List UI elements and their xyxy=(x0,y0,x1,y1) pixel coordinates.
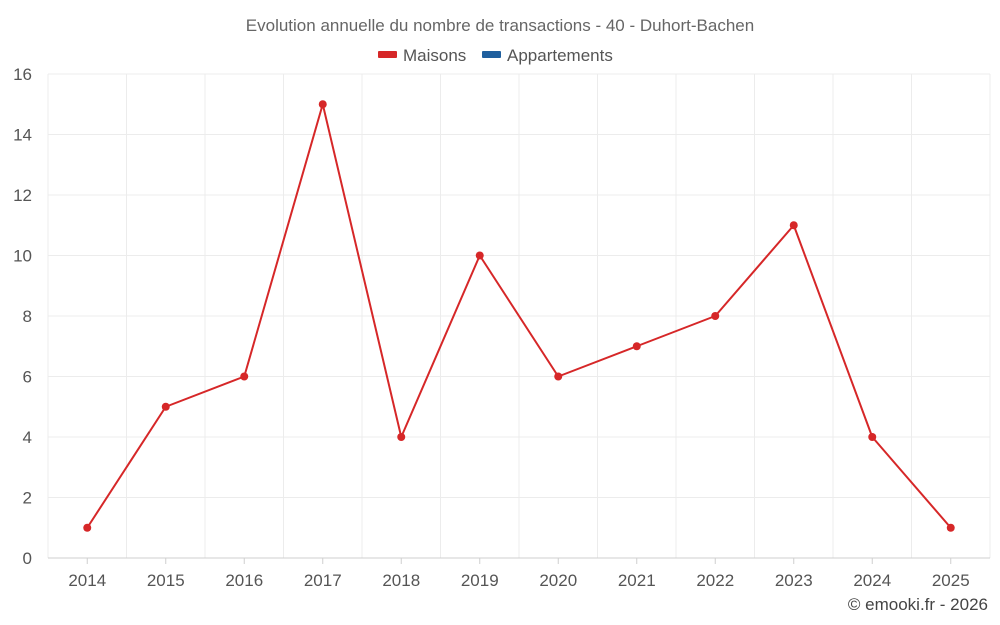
y-tick-label: 16 xyxy=(13,65,32,84)
y-tick-label: 14 xyxy=(13,126,32,145)
legend-item-appartements[interactable]: Appartements xyxy=(482,46,613,65)
data-point-maisons[interactable] xyxy=(475,251,484,260)
y-tick-label: 8 xyxy=(23,307,32,326)
legend-swatch-maisons xyxy=(378,51,397,58)
axes: 0 2 4 6 8 10 12 14 16 2014 2015 2016 2017 2018 2019 202… xyxy=(13,65,990,590)
chart-legend: Maisons Appartements xyxy=(378,46,613,65)
legend-label-maisons: Maisons xyxy=(403,46,466,65)
x-tick-label: 2015 xyxy=(147,571,185,590)
y-tick-label: 4 xyxy=(23,428,32,447)
y-tick-label: 6 xyxy=(23,368,32,387)
x-tick-label: 2019 xyxy=(461,571,499,590)
series-line-maisons xyxy=(86,103,952,529)
data-point-maisons[interactable] xyxy=(711,312,720,320)
x-tick-label: 2014 xyxy=(68,571,106,590)
x-tick-label: 2016 xyxy=(225,571,263,590)
y-tick-label: 0 xyxy=(23,549,32,568)
x-tick-label: 2025 xyxy=(932,571,970,590)
data-point-maisons[interactable] xyxy=(161,402,170,411)
y-tick-label: 2 xyxy=(23,489,32,508)
series-layer xyxy=(83,100,955,532)
x-tick-label: 2018 xyxy=(382,571,420,590)
data-point-maisons[interactable] xyxy=(554,372,563,381)
legend-label-appartements: Appartements xyxy=(507,46,613,65)
data-point-maisons[interactable] xyxy=(397,433,406,441)
data-point-maisons[interactable] xyxy=(946,523,955,532)
x-tick-label: 2022 xyxy=(696,571,734,590)
x-tick-label: 2017 xyxy=(304,571,342,590)
x-tick-label: 2020 xyxy=(539,571,577,590)
x-tick-label: 2023 xyxy=(775,571,813,590)
grid-lines xyxy=(47,73,991,558)
data-point-maisons[interactable] xyxy=(83,523,92,532)
legend-swatch-appartements xyxy=(482,51,501,58)
data-point-maisons[interactable] xyxy=(789,221,798,230)
data-point-maisons[interactable] xyxy=(318,100,327,109)
credit-text: © emooki.fr - 2026 xyxy=(848,595,988,614)
y-tick-label: 12 xyxy=(13,186,32,205)
data-point-maisons[interactable] xyxy=(868,433,877,441)
chart-title: Evolution annuelle du nombre de transact… xyxy=(246,16,754,35)
x-tick-label: 2024 xyxy=(853,571,891,590)
legend-item-maisons[interactable]: Maisons xyxy=(378,46,466,65)
x-tick-label: 2021 xyxy=(618,571,656,590)
y-tick-label: 10 xyxy=(13,247,32,266)
data-point-maisons[interactable] xyxy=(240,372,249,381)
data-point-maisons[interactable] xyxy=(632,342,641,351)
